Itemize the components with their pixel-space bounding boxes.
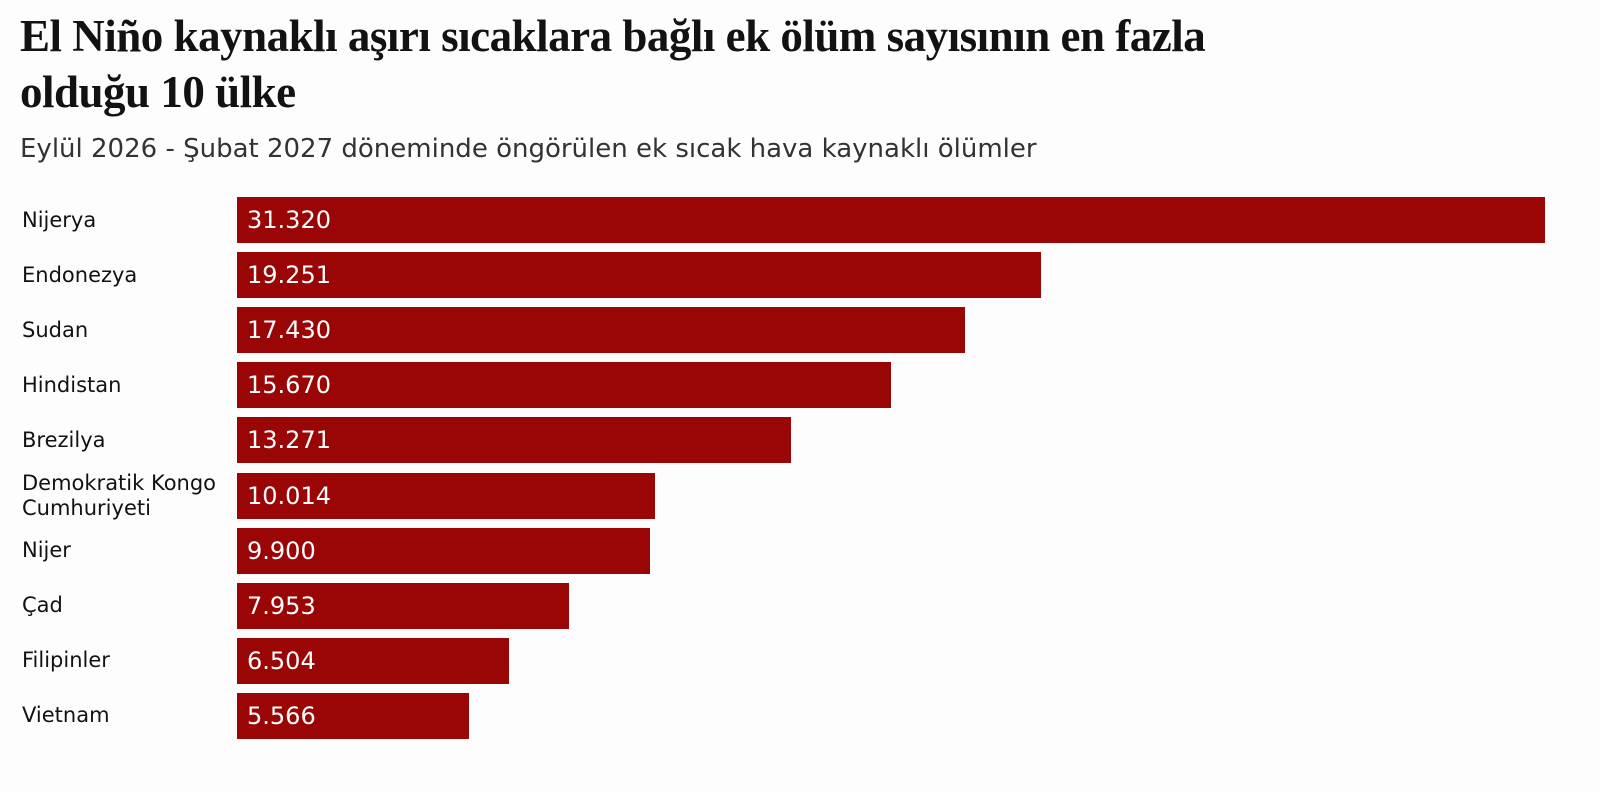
bar bbox=[237, 197, 1545, 243]
value-label: 15.670 bbox=[247, 371, 331, 400]
bar bbox=[237, 417, 792, 464]
value-label: 6.504 bbox=[247, 646, 316, 675]
value-label: 13.271 bbox=[247, 426, 331, 455]
bar bbox=[237, 637, 509, 684]
bar bbox=[237, 692, 470, 739]
category-label: Hindistan bbox=[22, 372, 122, 397]
category-label: Çad bbox=[22, 593, 63, 618]
category-label: Filipinler bbox=[22, 648, 110, 673]
value-label: 17.430 bbox=[247, 316, 331, 345]
bar bbox=[237, 472, 656, 519]
value-label: 10.014 bbox=[247, 481, 331, 510]
category-label: Endonezya bbox=[22, 262, 138, 287]
chart-title: El Niño kaynaklı aşırı sıcaklara bağlı e… bbox=[20, 11, 1206, 117]
category-label: Demokratik Kongo Cumhuriyeti bbox=[22, 470, 217, 520]
chart-subtitle: Eylül 2026 - Şubat 2027 döneminde öngörü… bbox=[20, 134, 1037, 164]
bar bbox=[237, 582, 570, 629]
category-label: Brezilya bbox=[22, 427, 106, 452]
value-label: 31.320 bbox=[247, 206, 331, 234]
bar bbox=[237, 527, 651, 574]
category-label: Sudan bbox=[22, 317, 89, 342]
category-label: Vietnam bbox=[22, 703, 110, 728]
bar bbox=[237, 362, 892, 409]
value-label: 5.566 bbox=[247, 701, 316, 730]
bar bbox=[237, 307, 965, 354]
value-label: 7.953 bbox=[247, 591, 316, 620]
bar bbox=[237, 252, 1041, 299]
category-label: Nijer bbox=[22, 538, 71, 563]
value-label: 9.900 bbox=[247, 536, 316, 565]
value-label: 19.251 bbox=[247, 261, 331, 290]
category-label: Nijerya bbox=[22, 207, 97, 232]
